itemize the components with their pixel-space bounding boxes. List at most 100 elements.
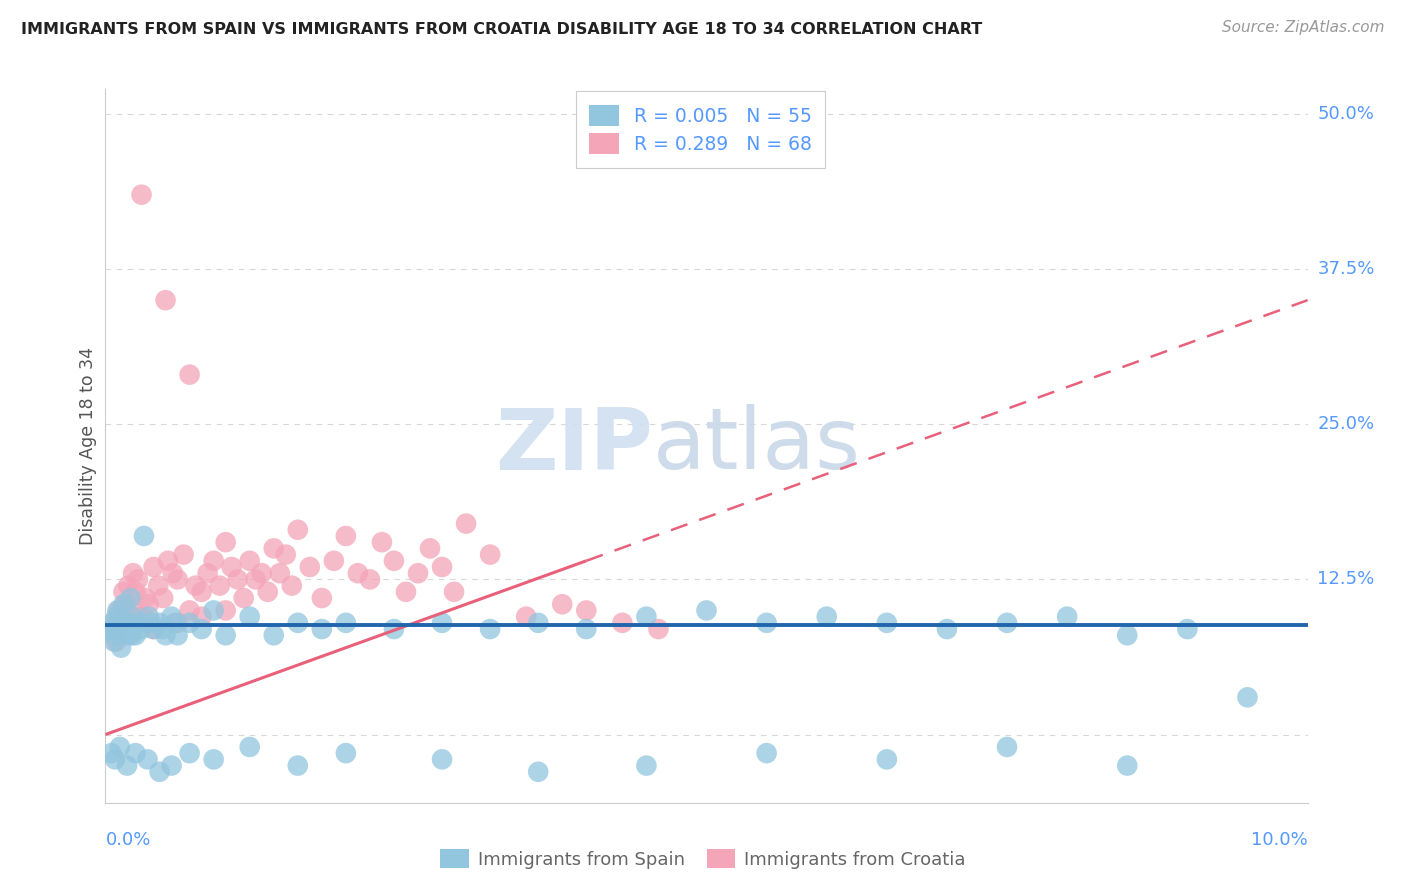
Point [239,609,262,624]
Point [156,554,179,568]
Point [636,609,658,624]
Text: 10.0%: 10.0% [1251,830,1308,848]
Point [179,603,201,617]
Point [995,615,1018,630]
Point [371,535,394,549]
Point [202,554,225,568]
Point [103,634,125,648]
Point [755,615,778,630]
Point [160,609,183,624]
Point [322,554,344,568]
Point [162,566,184,581]
Point [936,622,959,636]
Point [1116,628,1139,642]
Legend: R = 0.005   N = 55, R = 0.289   N = 68: R = 0.005 N = 55, R = 0.289 N = 68 [576,92,825,168]
Point [755,746,778,760]
Point [263,628,285,642]
Point [419,541,441,556]
Point [1175,622,1198,636]
Text: 25.0%: 25.0% [1317,416,1375,434]
Point [263,541,285,556]
Point [636,758,658,772]
Point [311,591,333,605]
Point [239,554,262,568]
Point [110,615,132,630]
Point [115,615,138,630]
Point [179,368,201,382]
Point [101,615,124,630]
Point [120,603,142,617]
Point [138,609,160,624]
Point [245,573,267,587]
Point [232,591,254,605]
Point [250,566,273,581]
Text: 0.0%: 0.0% [105,830,150,848]
Point [876,752,898,766]
Point [115,615,138,630]
Text: 50.0%: 50.0% [1317,105,1374,123]
Point [208,579,231,593]
Point [142,560,165,574]
Legend: Immigrants from Spain, Immigrants from Croatia: Immigrants from Spain, Immigrants from C… [433,841,973,876]
Point [382,622,405,636]
Point [152,591,174,605]
Point [515,609,537,624]
Point [298,560,321,574]
Point [131,609,153,624]
Point [479,622,502,636]
Point [335,529,357,543]
Point [108,615,131,630]
Point [131,622,153,636]
Point [107,622,129,636]
Point [179,615,201,630]
Point [274,548,297,562]
Point [100,622,122,636]
Point [142,622,165,636]
Point [160,758,183,772]
Point [108,739,131,754]
Point [647,622,669,636]
Point [239,739,262,754]
Point [995,739,1018,754]
Point [430,752,453,766]
Point [155,293,177,308]
Point [166,573,188,587]
Text: 37.5%: 37.5% [1317,260,1375,278]
Point [117,579,139,593]
Point [287,758,309,772]
Point [103,615,125,630]
Point [1056,609,1078,624]
Point [100,622,122,636]
Point [214,603,236,617]
Point [120,591,142,605]
Point [122,609,145,624]
Point [107,603,129,617]
Point [335,746,357,760]
Point [575,603,598,617]
Point [815,609,838,624]
Point [112,584,135,599]
Point [443,584,465,599]
Point [152,622,174,636]
Point [287,523,309,537]
Point [382,554,405,568]
Point [124,584,146,599]
Point [527,615,550,630]
Point [359,573,381,587]
Point [430,615,453,630]
Point [612,615,634,630]
Point [551,597,574,611]
Point [190,609,212,624]
Point [1236,690,1258,705]
Point [100,746,122,760]
Point [202,752,225,766]
Point [287,615,309,630]
Point [122,566,145,581]
Point [479,548,502,562]
Point [173,548,195,562]
Point [184,579,207,593]
Point [1116,758,1139,772]
Point [104,752,127,766]
Point [124,746,146,760]
Point [148,764,170,779]
